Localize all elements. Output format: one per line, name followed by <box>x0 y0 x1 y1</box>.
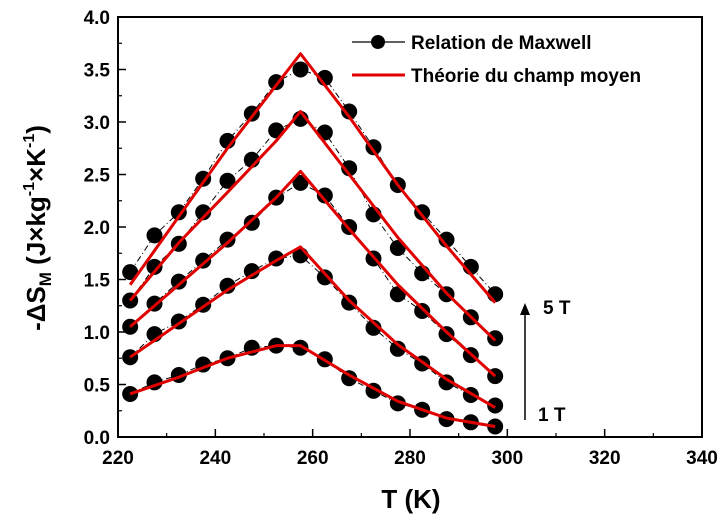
y-tick-label: 0.0 <box>84 428 110 449</box>
mean-field-curve <box>129 245 496 409</box>
y-axis-label-unit-close: ) <box>21 125 51 134</box>
maxwell-point <box>414 303 431 319</box>
annotation-5T: 5 T <box>543 298 571 319</box>
maxwell-point <box>438 231 455 248</box>
maxwell-point <box>316 187 333 204</box>
series-2 <box>122 169 504 385</box>
y-axis-label-prefix: -ΔS <box>21 286 51 331</box>
series-4 <box>122 52 504 304</box>
annotation-1T: 1 T <box>538 405 566 426</box>
maxwell-point <box>389 340 406 357</box>
y-tick-label: 1.5 <box>84 271 111 292</box>
field-arrow <box>520 303 530 420</box>
y-axis-label-sup1: -1 <box>21 182 38 196</box>
series-0 <box>122 337 504 435</box>
series-layer <box>122 52 504 435</box>
y-tick-label: 2.0 <box>84 218 110 239</box>
y-tick-label: 2.5 <box>84 166 111 187</box>
x-axis-label: T (K) <box>381 484 440 514</box>
maxwell-point <box>219 172 236 189</box>
maxwell-point <box>122 264 139 281</box>
y-axis-label-unit-mid: ×K <box>21 148 51 182</box>
maxwell-point <box>316 269 333 286</box>
x-tick-label: 240 <box>199 448 231 469</box>
y-tick-label: 3.0 <box>84 113 110 134</box>
legend-meanfield-label: Théorie du champ moyen <box>411 66 641 87</box>
maxwell-point <box>219 277 236 294</box>
field-arrow-head <box>520 303 530 315</box>
y-tick-label: 3.5 <box>84 61 111 82</box>
maxwell-point <box>243 214 260 231</box>
y-tick-label: 0.5 <box>84 376 111 397</box>
x-tick-label: 260 <box>297 448 329 469</box>
maxwell-point <box>219 231 236 248</box>
maxwell-point <box>170 204 187 221</box>
legend-maxwell-label: Relation de Maxwell <box>411 33 592 54</box>
maxwell-point <box>146 258 163 275</box>
maxwell-line <box>129 254 496 406</box>
maxwell-point <box>195 204 212 221</box>
maxwell-point <box>292 339 309 356</box>
x-tick-label: 300 <box>491 448 523 469</box>
mean-field-curve <box>129 110 497 342</box>
x-tick-label: 280 <box>394 448 426 469</box>
legend-maxwell-marker <box>371 35 385 49</box>
maxwell-point <box>195 252 212 269</box>
maxwell-point <box>487 330 504 347</box>
maxwell-point <box>292 61 309 78</box>
mean-field-curve <box>128 52 497 304</box>
maxwell-point <box>341 294 358 311</box>
y-tick-label: 4.0 <box>84 8 110 29</box>
maxwell-point <box>170 273 187 290</box>
maxwell-point <box>146 227 163 244</box>
maxwell-point <box>341 103 358 120</box>
y-axis-label-sup2: -1 <box>21 134 38 148</box>
y-tick-label: 1.0 <box>84 323 110 344</box>
mean-field-curve <box>129 344 496 428</box>
maxwell-point <box>243 263 260 280</box>
maxwell-line <box>129 182 496 377</box>
plot-frame <box>117 16 703 438</box>
mean-field-curve <box>129 169 497 378</box>
series-1 <box>122 245 504 414</box>
x-tick-label: 220 <box>102 448 134 469</box>
y-tick-labels: 0.0 0.5 1.0 1.5 2.0 2.5 3.0 3.5 4.0 <box>84 8 111 449</box>
series-3 <box>122 110 504 347</box>
legend: Relation de Maxwell Théorie du champ moy… <box>352 33 641 87</box>
y-axis-label-sub: M <box>36 272 55 286</box>
maxwell-point <box>341 160 358 177</box>
x-tick-label: 320 <box>589 448 621 469</box>
y-axis-label-unit-open: (J×kg <box>21 196 51 272</box>
maxwell-point <box>438 374 455 391</box>
maxwell-point <box>292 174 309 191</box>
x-tick-labels: 220 240 260 280 300 320 340 <box>102 448 718 469</box>
x-tick-label: 340 <box>686 448 718 469</box>
maxwell-point <box>365 319 382 336</box>
maxwell-point <box>487 397 504 414</box>
y-axis-label: -ΔSM (J×kg-1×K-1) <box>21 125 55 331</box>
maxwell-line <box>129 118 496 339</box>
